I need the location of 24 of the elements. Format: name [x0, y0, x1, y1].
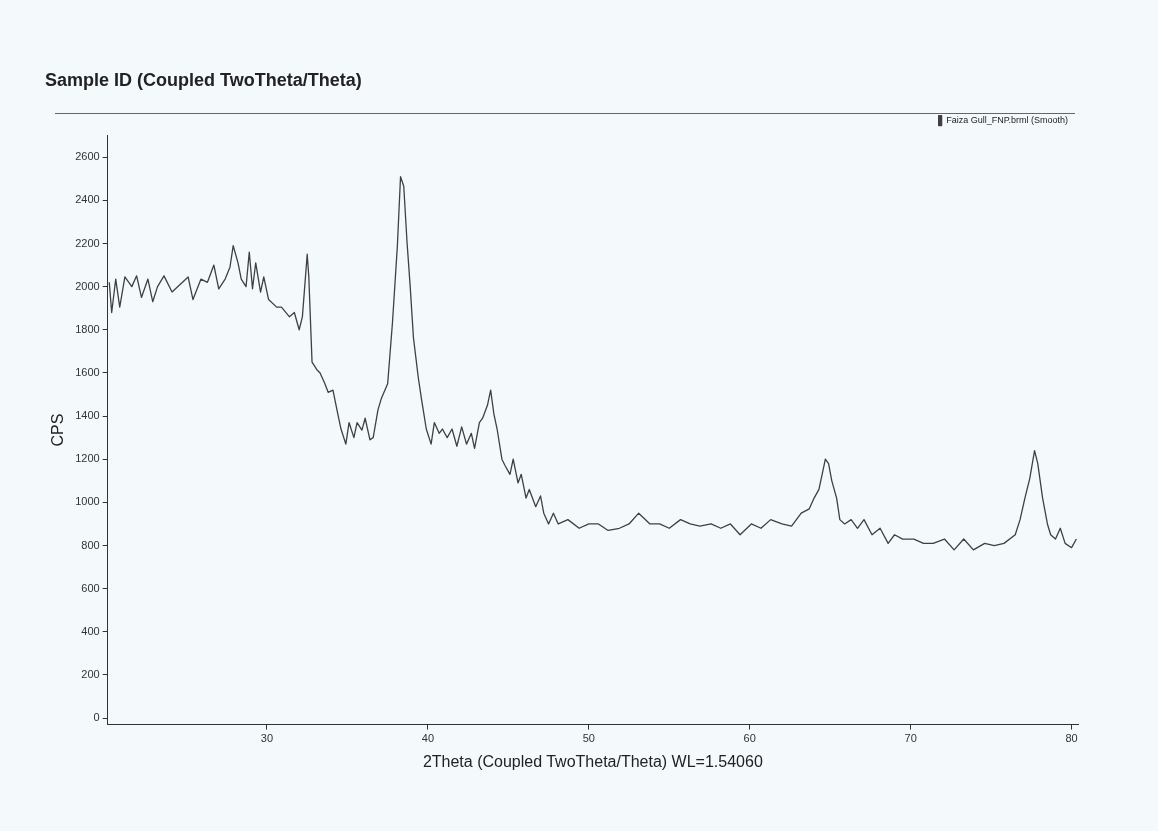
legend-label: Faiza Gull_FNP.brml (Smooth): [946, 115, 1069, 126]
y-tick-label: 2400: [75, 193, 100, 206]
y-tick-label: 600: [81, 581, 100, 594]
y-tick-label: 1200: [75, 452, 100, 465]
x-tick-label: 80: [1065, 732, 1078, 745]
y-tick-label: 1800: [75, 322, 100, 335]
y-axis-title: CPS: [49, 413, 67, 447]
x-tick-label: 60: [743, 732, 756, 745]
x-tick-label: 30: [260, 732, 274, 745]
x-tick-label: 70: [904, 732, 917, 745]
y-tick-label: 800: [81, 538, 100, 551]
y-tick-label: 2600: [75, 150, 100, 163]
y-tick-label: 2200: [75, 236, 100, 249]
y-tick-label: 1400: [75, 409, 100, 422]
y-tick-label: 400: [81, 624, 100, 637]
y-tick-label: 2000: [75, 279, 100, 292]
y-tick-label: 200: [81, 668, 100, 681]
chart-title: Sample ID (Coupled TwoTheta/Theta): [45, 69, 362, 90]
y-tick-label: 1600: [75, 365, 100, 378]
x-tick-label: 40: [421, 732, 435, 745]
y-tick-label: 1000: [75, 495, 100, 508]
y-tick-label: 0: [93, 711, 100, 724]
x-axis-title: 2Theta (Coupled TwoTheta/Theta) WL=1.54060: [422, 752, 763, 770]
x-tick-label: 50: [582, 732, 595, 745]
